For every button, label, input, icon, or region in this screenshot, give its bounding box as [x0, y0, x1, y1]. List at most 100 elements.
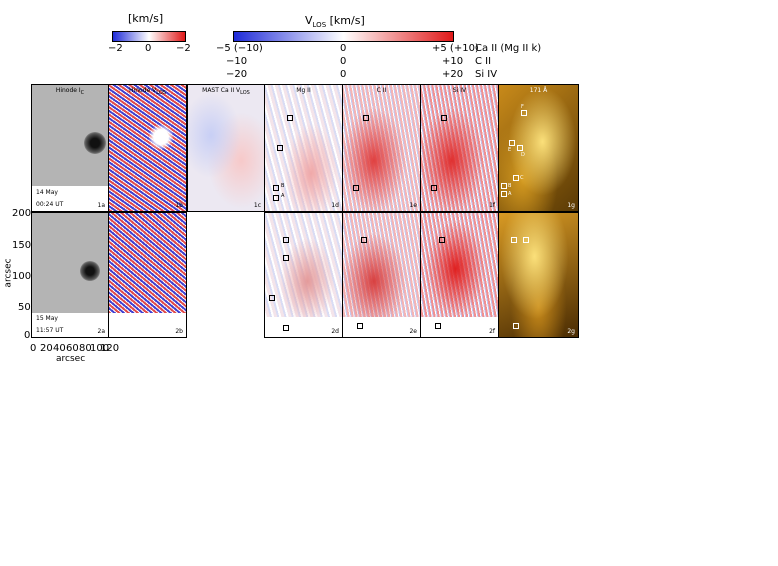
panel-1a-date: 14 May — [36, 189, 58, 196]
panel-1c-title: MAST Ca II VLOS — [188, 87, 264, 96]
right-colorbar-title-v: V — [305, 14, 313, 27]
box-region — [435, 323, 441, 329]
panel-1b-title-sub: LOS — [156, 90, 166, 97]
right-colorbar — [233, 31, 454, 42]
panel-2g-aia-171: 2g — [498, 212, 579, 338]
right-colorbar-title: VLOS [km/s] — [305, 14, 365, 29]
box-label-a-gold: A — [508, 191, 512, 197]
box-region — [439, 237, 445, 243]
panel-2b-hinode-vlos: 2b — [108, 212, 187, 338]
y-tick: 100 — [12, 271, 32, 282]
panel-2e-label: 2e — [409, 328, 417, 335]
cbar-row1-right: +5 (+10) — [432, 43, 479, 54]
y-tick: 0 — [24, 330, 31, 341]
panel-1b-label: 1b — [175, 202, 183, 209]
panel-1b-title: Hinode VLOS — [109, 87, 186, 96]
panel-1a-title: Hinode IC — [32, 87, 108, 96]
cbar-row1-line: Ca II (Mg II k) — [475, 43, 542, 54]
panel-1a-title-text: Hinode I — [55, 87, 81, 94]
panel-1f-siiv: Si IV 1f — [420, 84, 499, 212]
box-region — [501, 191, 507, 197]
box-region — [517, 145, 523, 151]
box-label-e: E — [508, 147, 512, 153]
box-region — [523, 237, 529, 243]
x-axis-label: arcsec — [56, 354, 86, 364]
panel-1c-mast-vlos: MAST Ca II VLOS 1c — [187, 84, 265, 212]
panel-1d-label: 1d — [331, 202, 339, 209]
panel-1f-label: 1f — [489, 202, 495, 209]
box-region — [363, 115, 369, 121]
cbar-row1-mid: 0 — [340, 43, 347, 54]
cbar-row3-line: Si IV — [475, 69, 498, 80]
right-colorbar-title-sub: LOS — [312, 21, 327, 30]
panel-2g-label: 2g — [567, 328, 575, 335]
panel-1d-title: Mg II — [296, 87, 311, 94]
box-region — [441, 115, 447, 121]
box-region — [501, 183, 507, 189]
cbar-row3-right: +20 — [442, 69, 464, 80]
cbar-row3-mid: 0 — [340, 69, 347, 80]
cbar-row3-left: −20 — [226, 69, 248, 80]
left-colorbar-tick-min: −2 — [108, 43, 123, 54]
x-tick: 80 — [79, 343, 92, 354]
x-tick: 0 — [30, 343, 37, 354]
panel-2a-label: 2a — [97, 328, 106, 335]
panel-1a-hinode-continuum: Hinode IC 14 May 00:24 UT 1a — [31, 84, 109, 212]
x-tick: 40 — [53, 343, 66, 354]
box-label-f: F — [521, 104, 524, 110]
panel-1f-title: Si IV — [452, 87, 467, 94]
y-tick: 200 — [12, 208, 32, 219]
box-region — [273, 185, 279, 191]
panel-2b-label: 2b — [175, 328, 183, 335]
y-tick: 150 — [12, 240, 32, 251]
left-colorbar-title: [km/s] — [128, 12, 164, 25]
panel-1c-label: 1c — [253, 202, 261, 209]
cbar-row2-left: −10 — [226, 56, 248, 67]
sunspot — [84, 132, 106, 154]
box-region — [273, 195, 279, 201]
panel-1a-time: 00:24 UT — [36, 201, 64, 208]
box-region — [511, 237, 517, 243]
panel-1a-title-sub: C — [80, 90, 85, 97]
box-label-d: D — [521, 152, 525, 158]
box-region — [277, 145, 283, 151]
box-region — [357, 323, 363, 329]
panel-1c-title-sub: LOS — [240, 90, 250, 97]
box-region — [513, 175, 519, 181]
panel-2a-hinode-continuum: 15 May 11:57 UT 2a — [31, 212, 109, 338]
box-region — [361, 237, 367, 243]
box-region — [283, 325, 289, 331]
left-colorbar-tick-mid: 0 — [145, 43, 152, 54]
panel-1b-title-text: Hinode V — [129, 87, 157, 94]
panel-2e-cii: 2e — [342, 212, 421, 338]
panel-2a-date: 15 May — [36, 315, 58, 322]
left-colorbar-tick-max: −2 — [176, 43, 191, 54]
box-region — [521, 110, 527, 116]
left-colorbar — [112, 31, 186, 42]
panel-1d-mgii: Mg II B A 1d — [264, 84, 343, 212]
panel-1e-title: C II — [376, 87, 387, 94]
panel-1g-title: 171 Å — [529, 87, 548, 94]
panel-1a-label: 1a — [97, 202, 106, 209]
box-region — [269, 295, 275, 301]
box-region — [509, 140, 515, 146]
cbar-row2-line: C II — [475, 56, 492, 67]
panel-2d-label: 2d — [331, 328, 339, 335]
box-region — [513, 323, 519, 329]
panel-1g-aia-171: 171 Å F E D C B A 1g — [498, 84, 579, 212]
y-tick: 50 — [18, 302, 31, 313]
box-region — [287, 115, 293, 121]
x-tick: 60 — [66, 343, 79, 354]
right-colorbar-title-unit: [km/s] — [326, 14, 365, 27]
panel-1e-label: 1e — [409, 202, 417, 209]
x-tick: 100 — [90, 343, 110, 354]
box-region — [431, 185, 437, 191]
x-tick: 120 — [100, 343, 120, 354]
box-label-c: C — [520, 175, 524, 181]
panel-2d-mgii: 2d — [264, 212, 343, 338]
panel-2a-time: 11:57 UT — [36, 327, 64, 334]
cbar-row1-left: −5 (−10) — [216, 43, 263, 54]
panel-1g-label: 1g — [567, 202, 575, 209]
panel-1e-cii: C II 1e — [342, 84, 421, 212]
panel-2f-label: 2f — [489, 328, 495, 335]
